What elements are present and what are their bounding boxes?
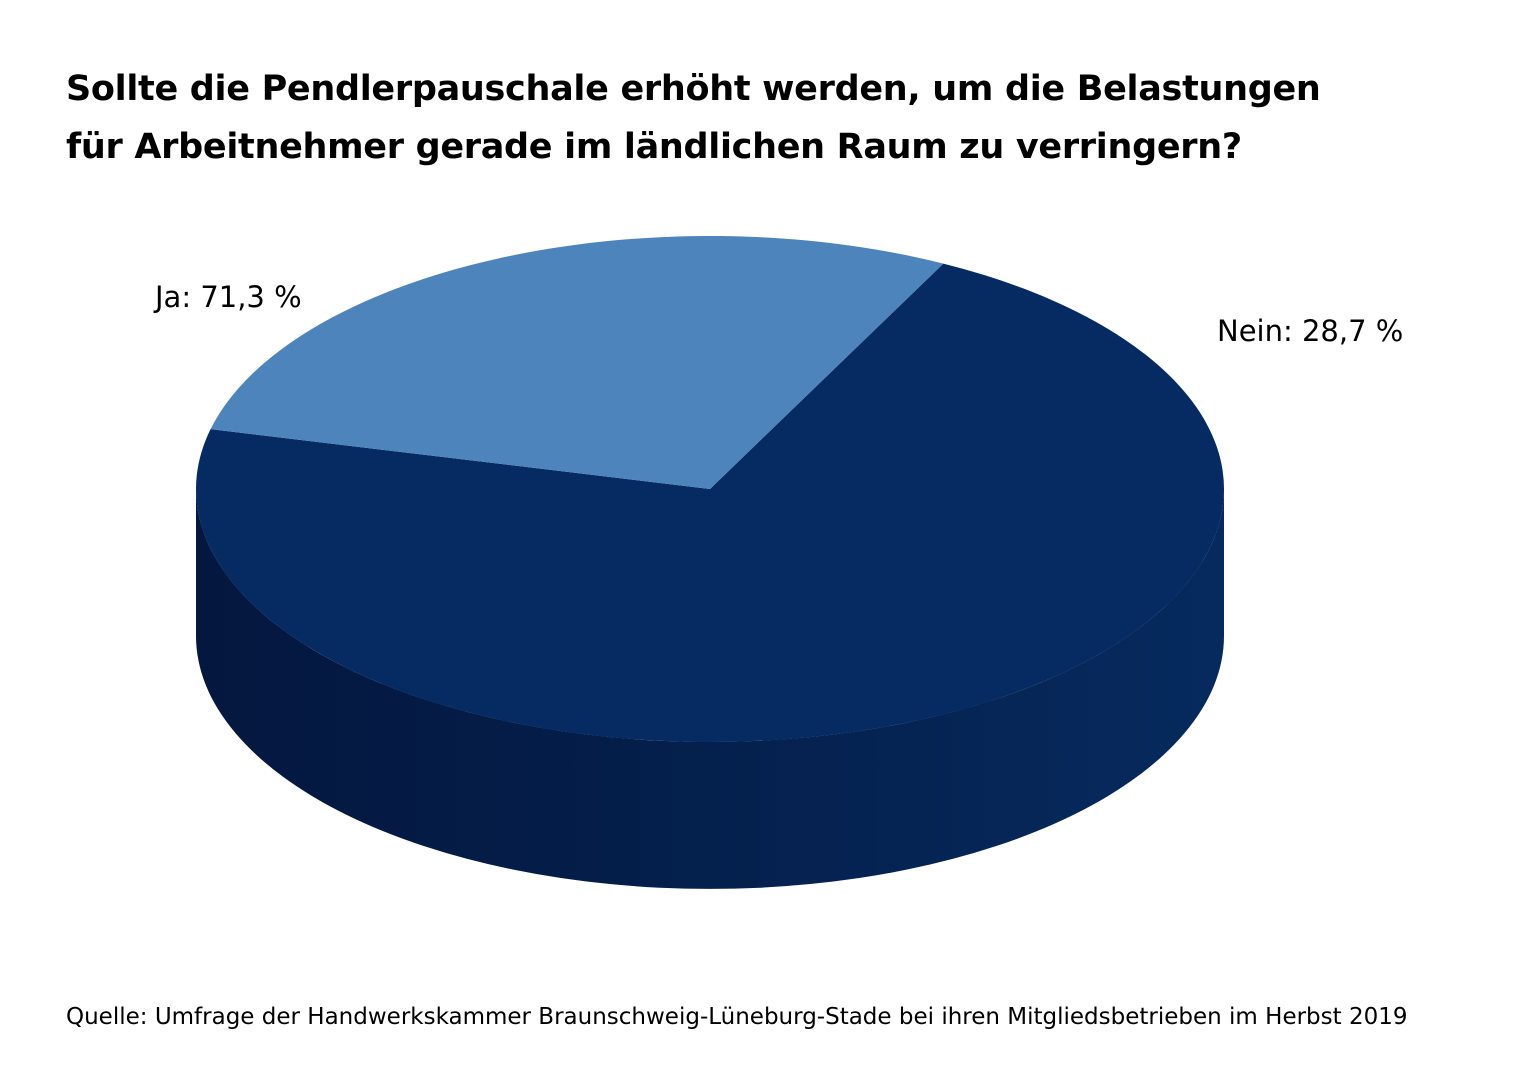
source-note: Quelle: Umfrage der Handwerkskammer Brau… [66, 1004, 1408, 1030]
pie-labels: Ja: 71,3 % Nein: 28,7 % [153, 280, 1403, 348]
pie-top-faces [195, 236, 1224, 743]
pie-side-ja [196, 489, 1224, 889]
slice-label-ja: Ja: 71,3 % [153, 280, 302, 314]
pie-slice-nein [210, 236, 944, 489]
pie-slice-ja [195, 263, 1224, 743]
pie-side-walls [196, 489, 1224, 889]
chart-title: Sollte die Pendlerpauschale erhöht werde… [66, 60, 1466, 176]
chart-title-line-1: Sollte die Pendlerpauschale erhöht werde… [66, 69, 1321, 109]
chart-title-line-2: für Arbeitnehmer gerade im ländlichen Ra… [66, 127, 1242, 167]
slice-label-nein: Nein: 28,7 % [1217, 314, 1403, 348]
